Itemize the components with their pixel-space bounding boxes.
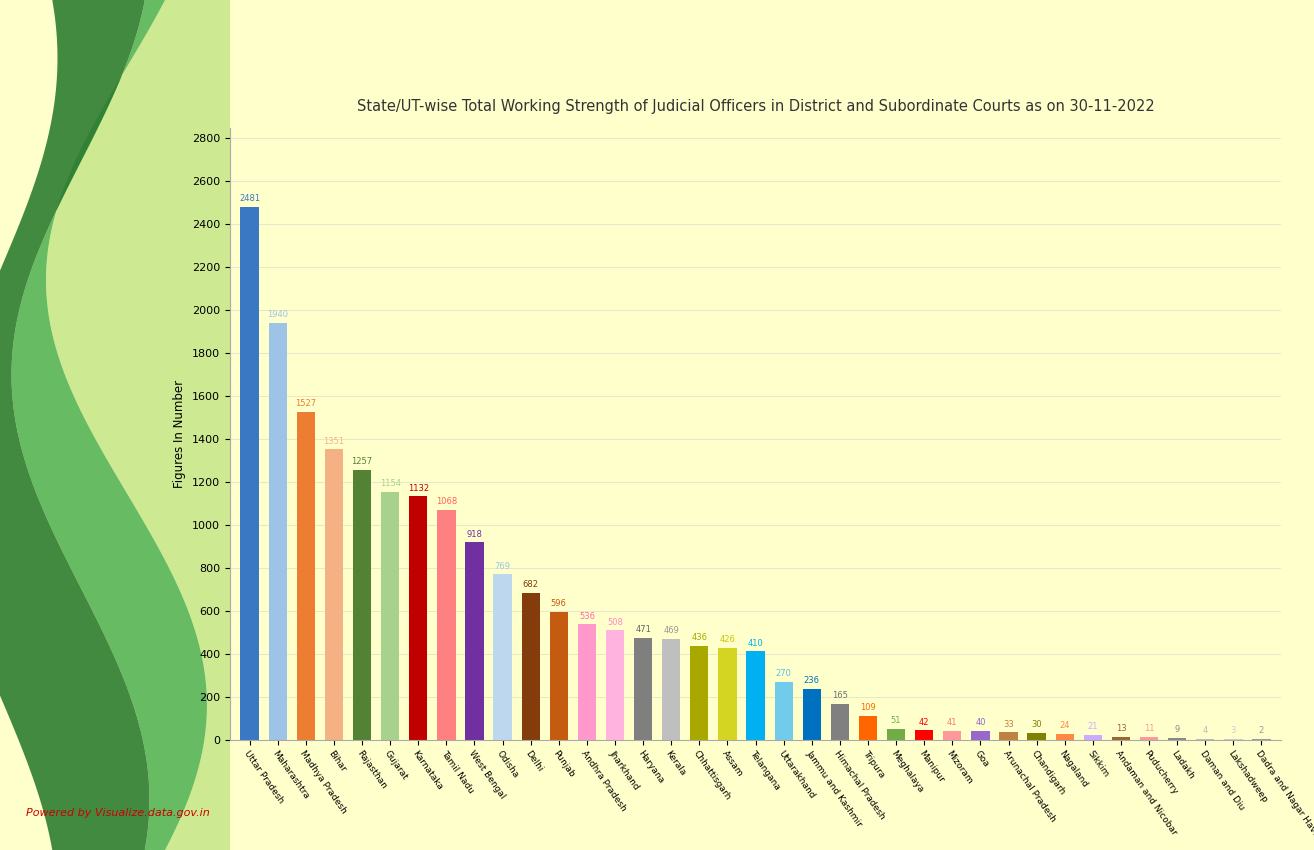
Bar [1141, 737, 1158, 740]
Text: 4: 4 [1202, 726, 1208, 734]
Bar [1000, 733, 1017, 740]
Text: 769: 769 [494, 562, 511, 570]
Text: Powered by Visualize.data.gov.in: Powered by Visualize.data.gov.in [26, 808, 210, 818]
Text: 2: 2 [1259, 726, 1264, 735]
Text: 41: 41 [947, 718, 958, 727]
Text: 471: 471 [635, 626, 650, 634]
Bar [915, 730, 933, 740]
Text: 9: 9 [1175, 725, 1180, 734]
Text: 165: 165 [832, 691, 848, 700]
Title: State/UT-wise Total Working Strength of Judicial Officers in District and Subord: State/UT-wise Total Working Strength of … [356, 99, 1155, 114]
Text: 596: 596 [551, 598, 566, 608]
Bar [633, 638, 652, 740]
Text: 436: 436 [691, 633, 707, 642]
Bar [1112, 737, 1130, 740]
Text: 1132: 1132 [407, 484, 428, 492]
Text: 1940: 1940 [267, 310, 288, 319]
Bar [943, 731, 962, 740]
Text: 426: 426 [720, 635, 736, 644]
Text: 24: 24 [1059, 722, 1070, 730]
Bar [409, 496, 427, 740]
Text: 508: 508 [607, 618, 623, 626]
Bar [803, 688, 821, 740]
Text: 3: 3 [1231, 726, 1236, 735]
Bar [549, 611, 568, 740]
Bar [774, 682, 792, 740]
Bar [971, 731, 989, 740]
Bar [746, 651, 765, 740]
Bar [1055, 734, 1074, 740]
Text: 536: 536 [579, 611, 595, 620]
Text: 1154: 1154 [380, 479, 401, 488]
Text: 33: 33 [1003, 720, 1014, 728]
Text: 21: 21 [1088, 722, 1099, 731]
Text: 2481: 2481 [239, 194, 260, 203]
Text: 1068: 1068 [436, 497, 457, 507]
Bar [830, 704, 849, 740]
Bar [887, 728, 905, 739]
Bar [268, 323, 286, 740]
Text: 918: 918 [466, 530, 482, 539]
Text: 236: 236 [804, 676, 820, 685]
Bar [1028, 733, 1046, 740]
Text: 30: 30 [1031, 720, 1042, 729]
Text: 469: 469 [664, 626, 679, 635]
Bar [381, 491, 399, 740]
Polygon shape [46, 0, 276, 850]
Text: 410: 410 [748, 638, 763, 648]
Bar [297, 411, 315, 740]
Bar [353, 469, 371, 740]
Text: 1527: 1527 [296, 399, 317, 408]
Text: 51: 51 [891, 716, 901, 725]
Bar [438, 510, 456, 740]
Bar [690, 646, 708, 740]
Text: 11: 11 [1143, 724, 1154, 734]
Text: 682: 682 [523, 581, 539, 589]
Bar [494, 575, 511, 740]
Text: 42: 42 [918, 717, 929, 727]
Text: 13: 13 [1116, 724, 1126, 733]
Polygon shape [12, 0, 206, 850]
Bar [719, 648, 737, 740]
Bar [522, 593, 540, 740]
Bar [1084, 735, 1102, 740]
Bar [606, 631, 624, 740]
Bar [859, 716, 878, 740]
Bar [240, 207, 259, 740]
Text: 1351: 1351 [323, 437, 344, 445]
Text: 270: 270 [775, 669, 791, 677]
Bar [1168, 738, 1187, 740]
Text: 40: 40 [975, 718, 986, 727]
Bar [465, 542, 484, 740]
Bar [578, 625, 597, 740]
Polygon shape [0, 0, 150, 850]
Text: 109: 109 [861, 703, 876, 712]
Bar [662, 639, 681, 740]
Text: 1257: 1257 [351, 456, 373, 466]
Y-axis label: Figures In Number: Figures In Number [173, 379, 187, 488]
Bar [1196, 739, 1214, 740]
Bar [325, 450, 343, 740]
